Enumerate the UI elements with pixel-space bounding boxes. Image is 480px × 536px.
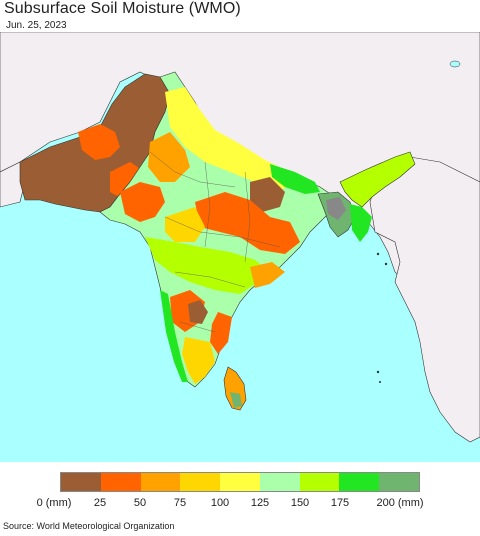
island-dot [376,252,380,256]
legend-label: 50 [133,497,147,509]
patch-north-orange [148,132,190,182]
soil-moisture-map [0,32,480,462]
legend-swatch [379,473,420,491]
legend-swatch [140,473,181,491]
patch-ne-green [350,204,372,242]
island-dot [384,262,388,266]
patch-odisha-orange [250,262,285,288]
region-northeast [339,151,416,208]
legend-swatch [339,473,380,491]
patch-central-brown [250,177,285,212]
island-dot [379,381,381,383]
legend-swatch [180,473,221,491]
state-boundaries [149,151,281,333]
legend-label: 150 [290,497,310,509]
legend-colorbar [60,472,420,492]
map-title: Subsurface Soil Moisture (WMO) [4,0,241,17]
patch-central-orange [195,192,300,254]
legend-swatch [100,473,141,491]
legend-label: 100 [210,497,230,509]
patch-pk-orange [78,124,120,160]
patch-nepal-green [270,164,320,194]
legend-label: 25 [93,497,107,509]
map-area [0,32,480,462]
legend: 0 (mm) 25 50 75 100 125 150 175 200 (mm) [0,462,480,518]
legend-swatch [259,473,300,491]
lake [449,60,461,68]
legend-label: 175 [330,497,350,509]
legend-labels: 0 (mm) 25 50 75 100 125 150 175 200 (mm) [0,497,480,511]
patch-bd-gray [326,197,346,220]
patch-deccan-brown [188,300,208,324]
patch-east-coast-orange [210,312,232,354]
island-dot [376,370,380,374]
legend-label: 200 (mm) [376,497,424,509]
patch-central-green [145,237,270,294]
patch-west-coast-green [160,290,188,382]
patch-south-yellow [182,337,215,384]
legend-swatch [299,473,340,491]
patch-rajasthan-orange [120,182,165,222]
patch-sl-green [230,392,242,408]
source-credit: Source: World Meteorological Organizatio… [3,521,175,531]
patch-north-yellow [165,87,300,190]
legend-swatch [220,473,260,491]
map-date: Jun. 25, 2023 [6,20,67,31]
legend-label: 125 [250,497,270,509]
legend-label: 0 (mm) [36,497,72,509]
patch-central-yellow [165,207,205,242]
legend-swatch [61,473,101,491]
legend-label: 75 [173,497,187,509]
